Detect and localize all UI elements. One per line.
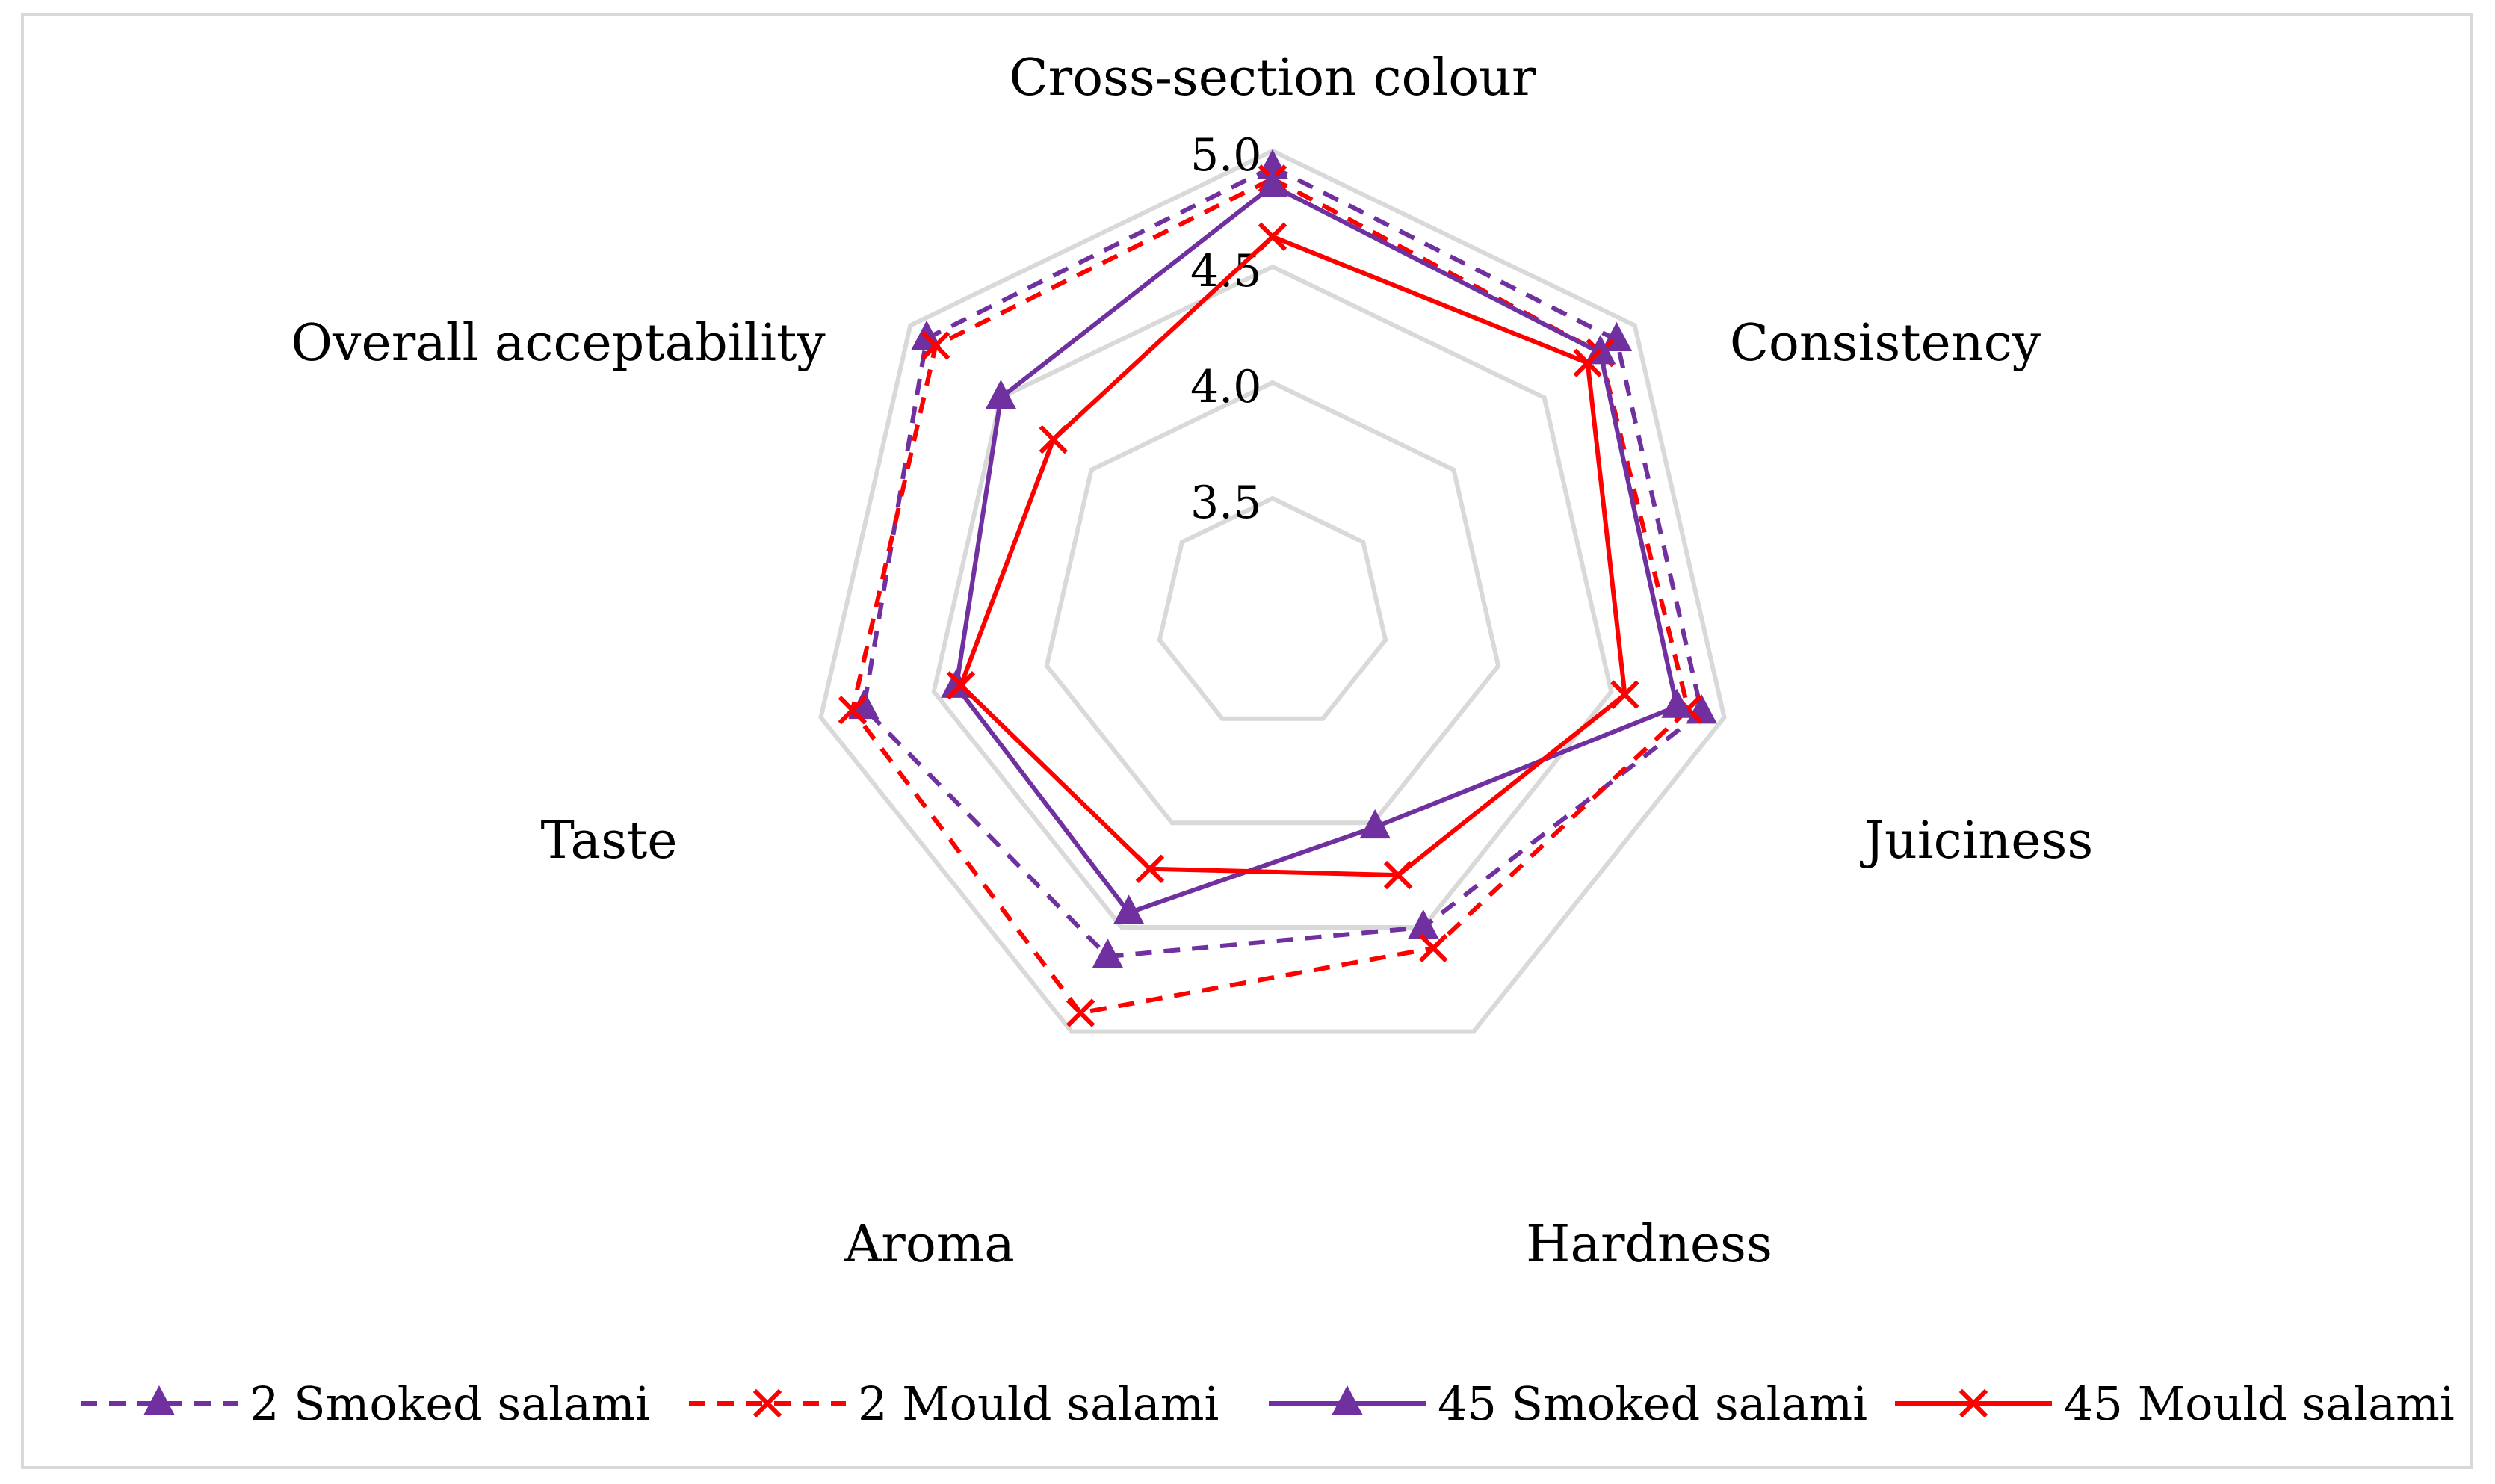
data-point-x: [1258, 222, 1287, 251]
data-point-x: [838, 696, 868, 725]
series-layer: [838, 149, 1717, 1027]
grid-layer: [818, 148, 1727, 1034]
axis-labels: Cross-section colour Consistency Juiciness…: [291, 49, 2093, 1274]
data-point-triangle: [1092, 939, 1124, 968]
tick-label: 3.5: [1190, 477, 1261, 529]
data-point-triangle: [1257, 167, 1288, 197]
axis-label: Aroma: [844, 1215, 1015, 1274]
legend: 2 Smoked salami 2 Mould salami 45 Smoked s…: [81, 1376, 2455, 1431]
legend-item: 2 Mould salami: [689, 1376, 1219, 1431]
series-45-mould-salami: [946, 222, 1639, 890]
data-point-x: [1135, 854, 1165, 883]
data-point-triangle: [985, 380, 1017, 409]
axis-label: Consistency: [1730, 314, 2041, 373]
data-point-x: [1066, 998, 1095, 1027]
grid-ring-4.0: [1044, 380, 1501, 826]
data-point-x: [1418, 933, 1448, 963]
data-point-x: [752, 1388, 782, 1418]
data-point-triangle: [1113, 894, 1145, 924]
data-point-x: [1958, 1388, 1988, 1418]
data-point-x: [1610, 680, 1639, 709]
axis-label: Cross-section colour: [1010, 49, 1536, 108]
grid-ring-3.5: [1157, 495, 1388, 721]
tick-labels: 3.5 4.0 4.5 5.0: [1190, 129, 1261, 529]
data-point-x: [1039, 424, 1068, 454]
axis-label: Juiciness: [1860, 811, 2093, 871]
data-point-triangle: [1359, 809, 1391, 839]
chart-frame: [21, 13, 2473, 1469]
legend-item: 45 Mould salami: [1895, 1376, 2455, 1431]
legend-label: 45 Mould salami: [2064, 1376, 2455, 1431]
series-line: [850, 176, 1691, 1015]
axis-label: Overall acceptability: [291, 314, 826, 373]
legend-label: 2 Smoked salami: [250, 1376, 650, 1431]
tick-label: 4.0: [1190, 361, 1261, 413]
legend-label: 45 Smoked salami: [1438, 1376, 1867, 1431]
grid-ring-4.5: [931, 264, 1614, 930]
data-point-x: [1383, 860, 1413, 890]
axis-label: Taste: [540, 811, 677, 871]
data-point-triangle: [143, 1385, 175, 1415]
data-point-triangle: [1661, 688, 1692, 718]
legend-item: 2 Smoked salami: [81, 1376, 650, 1431]
data-point-x: [921, 331, 950, 360]
legend-item: 45 Smoked salami: [1269, 1376, 1867, 1431]
data-point-x: [1573, 348, 1602, 377]
tick-label: 5.0: [1190, 129, 1261, 182]
series-line: [958, 234, 1627, 878]
data-point-x: [946, 670, 976, 700]
grid-ring-5.0: [818, 148, 1727, 1034]
data-point-triangle: [1332, 1385, 1363, 1415]
legend-label: 2 Mould salami: [858, 1376, 1219, 1431]
axis-label: Hardness: [1526, 1215, 1772, 1274]
data-point-triangle: [1686, 694, 1717, 724]
tick-label: 4.5: [1190, 245, 1261, 297]
